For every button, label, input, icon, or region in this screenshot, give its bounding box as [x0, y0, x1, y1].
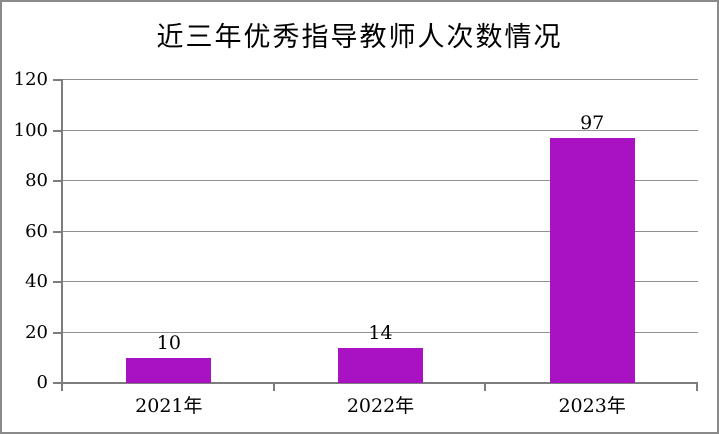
y-axis-label: 100 — [13, 119, 48, 141]
bar-value-label: 97 — [580, 112, 605, 135]
y-axis-line — [61, 79, 63, 385]
y-axis-tick — [53, 180, 61, 182]
bar-value-label: 14 — [368, 321, 393, 344]
x-axis-category-label: 2021年 — [135, 395, 203, 417]
y-axis-tick — [53, 331, 61, 334]
x-axis-tick — [484, 384, 487, 391]
gridline — [63, 230, 698, 232]
y-axis-tick — [53, 79, 61, 81]
x-axis-tick — [272, 384, 275, 391]
y-axis-label: 120 — [13, 69, 48, 90]
y-axis-label: 0 — [36, 372, 48, 393]
y-axis-tick — [53, 129, 61, 132]
bar-2021年 — [126, 357, 212, 383]
x-axis-tick — [696, 384, 698, 391]
y-axis-label: 60 — [25, 220, 48, 242]
y-axis-tick — [53, 281, 61, 283]
gridline — [63, 129, 698, 131]
y-axis-label: 80 — [25, 170, 48, 191]
x-axis-line — [61, 382, 698, 384]
gridline — [63, 79, 698, 80]
bar-2022年 — [338, 347, 423, 383]
chart-title: 近三年优秀指导教师人次数情况 — [156, 22, 563, 53]
y-axis-tick — [53, 382, 61, 384]
x-axis-tick — [61, 384, 63, 391]
x-axis-category-label: 2022年 — [346, 395, 415, 417]
y-axis-label: 40 — [25, 271, 48, 292]
bar-value-label: 10 — [156, 331, 181, 354]
gridline — [63, 281, 698, 282]
y-axis-label: 20 — [25, 321, 48, 343]
y-axis-tick — [53, 230, 61, 233]
gridline — [63, 180, 698, 181]
bar-2023年 — [549, 138, 635, 383]
x-axis-category-label: 2023年 — [558, 395, 626, 417]
gridline — [63, 331, 698, 333]
